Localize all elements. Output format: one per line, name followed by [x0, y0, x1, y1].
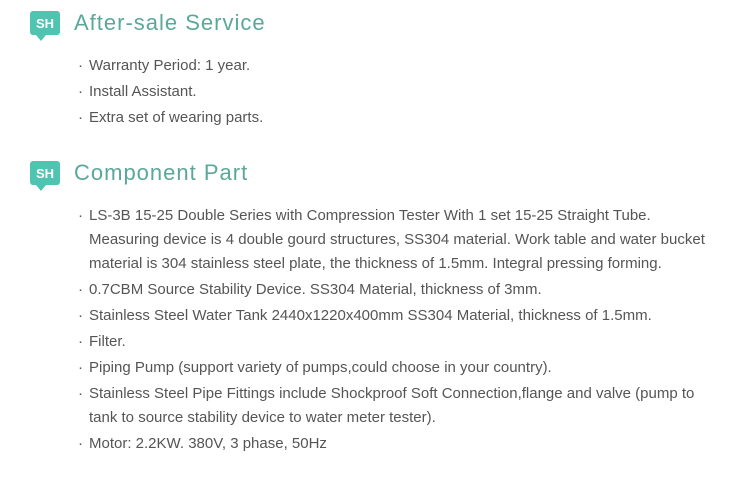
list-item: · Install Assistant. [78, 80, 720, 104]
bullet-icon: · [78, 204, 83, 276]
section-after-sale: SH After-sale Service · Warranty Period:… [30, 10, 720, 130]
item-list: · LS-3B 15-25 Double Series with Compres… [30, 204, 720, 456]
section-header: SH After-sale Service [30, 10, 720, 36]
list-item: · Extra set of wearing parts. [78, 106, 720, 130]
bullet-icon: · [78, 432, 83, 456]
item-text: Piping Pump (support variety of pumps,co… [89, 356, 720, 380]
item-text: Filter. [89, 330, 720, 354]
list-item: · 0.7CBM Source Stability Device. SS304 … [78, 278, 720, 302]
list-item: · Warranty Period: 1 year. [78, 54, 720, 78]
item-text: 0.7CBM Source Stability Device. SS304 Ma… [89, 278, 720, 302]
bullet-icon: · [78, 356, 83, 380]
section-component-part: SH Component Part · LS-3B 15-25 Double S… [30, 160, 720, 456]
list-item: · Motor: 2.2KW. 380V, 3 phase, 50Hz [78, 432, 720, 456]
item-text: Motor: 2.2KW. 380V, 3 phase, 50Hz [89, 432, 720, 456]
list-item: · Stainless Steel Pipe Fittings include … [78, 382, 720, 430]
item-text: LS-3B 15-25 Double Series with Compressi… [89, 204, 720, 276]
bullet-icon: · [78, 106, 83, 130]
section-title: After-sale Service [74, 10, 266, 36]
list-item: · Piping Pump (support variety of pumps,… [78, 356, 720, 380]
bullet-icon: · [78, 382, 83, 430]
bullet-icon: · [78, 330, 83, 354]
bullet-icon: · [78, 304, 83, 328]
sh-badge-icon: SH [30, 161, 60, 185]
list-item: · LS-3B 15-25 Double Series with Compres… [78, 204, 720, 276]
section-title: Component Part [74, 160, 248, 186]
item-text: Install Assistant. [89, 80, 720, 104]
section-header: SH Component Part [30, 160, 720, 186]
bullet-icon: · [78, 54, 83, 78]
list-item: · Stainless Steel Water Tank 2440x1220x4… [78, 304, 720, 328]
item-text: Warranty Period: 1 year. [89, 54, 720, 78]
item-text: Extra set of wearing parts. [89, 106, 720, 130]
item-text: Stainless Steel Pipe Fittings include Sh… [89, 382, 720, 430]
item-text: Stainless Steel Water Tank 2440x1220x400… [89, 304, 720, 328]
list-item: · Filter. [78, 330, 720, 354]
bullet-icon: · [78, 278, 83, 302]
bullet-icon: · [78, 80, 83, 104]
item-list: · Warranty Period: 1 year. · Install Ass… [30, 54, 720, 130]
sh-badge-icon: SH [30, 11, 60, 35]
